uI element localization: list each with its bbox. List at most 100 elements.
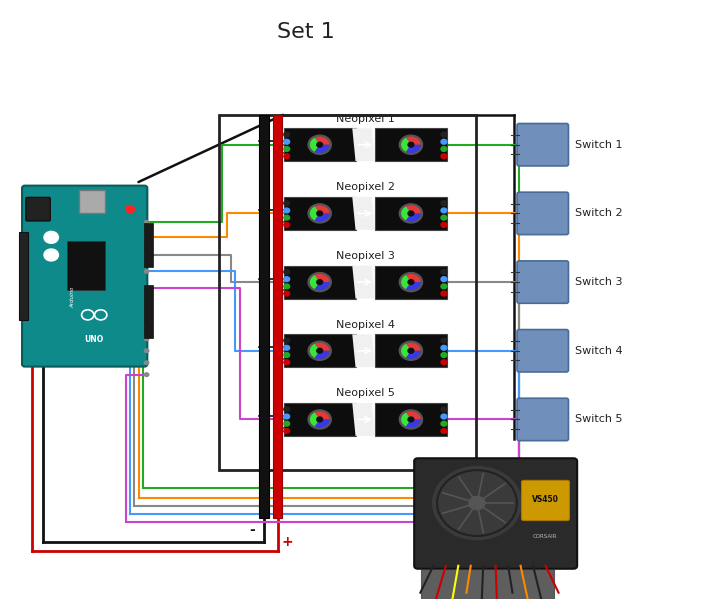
Bar [260,115,269,518]
Circle shape [145,269,149,273]
Circle shape [441,284,447,289]
Circle shape [284,428,289,433]
Bar [284,403,356,436]
Wedge shape [315,343,329,351]
Circle shape [145,361,149,365]
Bar [19,232,28,320]
Wedge shape [315,282,329,290]
Circle shape [284,215,289,220]
Polygon shape [353,266,375,299]
Circle shape [145,337,149,341]
Wedge shape [406,419,421,428]
FancyBboxPatch shape [517,329,569,372]
Circle shape [441,407,447,412]
Circle shape [441,421,447,426]
Text: Neopixel 5: Neopixel 5 [336,388,395,398]
Bar [422,569,554,600]
Circle shape [284,421,289,426]
Text: CORSAIR: CORSAIR [533,534,558,539]
Circle shape [284,132,289,137]
Text: Neopixel 4: Neopixel 4 [336,320,395,329]
Wedge shape [406,137,421,145]
Bar [284,334,356,367]
Bar [79,190,105,212]
Wedge shape [406,412,421,419]
FancyBboxPatch shape [521,481,569,521]
Polygon shape [353,334,375,367]
Bar [145,223,153,268]
Wedge shape [406,214,421,221]
Text: Switch 3: Switch 3 [575,277,622,287]
Bar [284,197,356,230]
Circle shape [308,410,332,429]
FancyBboxPatch shape [517,261,569,303]
Circle shape [308,272,332,292]
Circle shape [145,373,149,376]
Circle shape [308,341,332,361]
Circle shape [284,353,289,358]
Circle shape [145,236,149,239]
Wedge shape [406,343,421,351]
Text: UNO: UNO [84,335,104,344]
Circle shape [441,215,447,220]
FancyBboxPatch shape [414,458,577,569]
Circle shape [284,291,289,296]
Circle shape [399,341,422,361]
Text: Switch 1: Switch 1 [575,140,622,150]
Circle shape [44,249,58,261]
Circle shape [145,349,149,353]
Bar [284,128,356,161]
Circle shape [317,280,323,284]
Wedge shape [406,274,421,282]
Bar [273,115,282,518]
Wedge shape [315,351,329,359]
Wedge shape [315,419,329,428]
Wedge shape [315,412,329,419]
Circle shape [441,269,447,274]
Circle shape [433,466,521,539]
Circle shape [126,206,134,213]
Text: Set 1: Set 1 [277,22,334,42]
Wedge shape [406,205,421,214]
Bar [67,241,105,290]
Circle shape [441,360,447,365]
Circle shape [399,204,422,223]
FancyBboxPatch shape [26,197,50,221]
Circle shape [308,135,332,154]
Circle shape [284,139,289,144]
Wedge shape [406,282,421,290]
Polygon shape [353,128,375,161]
Wedge shape [310,344,320,358]
Bar [375,128,447,161]
Polygon shape [353,403,375,436]
Wedge shape [401,412,411,427]
Circle shape [441,414,447,419]
Circle shape [399,410,422,429]
Circle shape [441,154,447,158]
Circle shape [441,223,447,227]
Circle shape [317,211,323,216]
Circle shape [284,208,289,213]
Bar [219,115,475,470]
Text: Switch 2: Switch 2 [575,208,622,218]
Text: Arduino: Arduino [71,287,75,308]
Circle shape [284,269,289,274]
Text: Switch 4: Switch 4 [575,346,622,356]
Circle shape [284,277,289,281]
Circle shape [284,338,289,343]
Text: Neopixel 2: Neopixel 2 [336,182,395,192]
FancyBboxPatch shape [517,398,569,440]
Circle shape [284,146,289,151]
Circle shape [408,142,414,147]
Circle shape [284,201,289,206]
Circle shape [408,349,414,353]
Wedge shape [315,214,329,221]
Circle shape [441,208,447,213]
Circle shape [284,223,289,227]
Circle shape [441,338,447,343]
Circle shape [441,139,447,144]
Circle shape [441,277,447,281]
Wedge shape [315,137,329,145]
Wedge shape [315,145,329,153]
Wedge shape [406,145,421,153]
